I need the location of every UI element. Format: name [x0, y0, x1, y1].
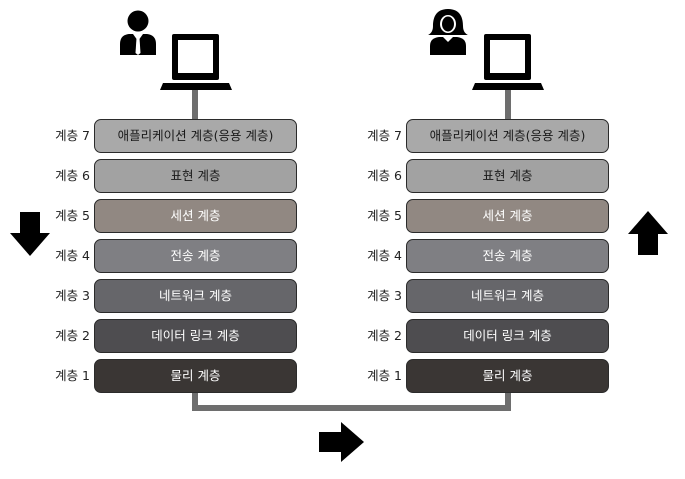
layer-number-label: 계층 6 [55, 168, 90, 183]
man-user-icon [120, 10, 156, 55]
layer-number-label: 계층 3 [367, 288, 402, 303]
layer-box: 애플리케이션 계층(응용 계층) [94, 119, 297, 153]
layer-number-label: 계층 5 [55, 208, 90, 223]
layer-box: 세션 계층 [406, 199, 609, 233]
layer-box: 전송 계층 [94, 239, 297, 273]
layer-number-label: 계층 1 [367, 368, 402, 383]
layer-number-label: 계층 6 [367, 168, 402, 183]
layer-number-label: 계층 2 [367, 328, 402, 343]
layer-box: 표현 계층 [94, 159, 297, 193]
sender-laptop-icon [160, 34, 232, 90]
receiver-laptop-icon [472, 34, 544, 90]
layer-number-label: 계층 7 [55, 128, 90, 143]
layer-box: 네트워크 계층 [94, 279, 297, 313]
physical-link-cable [192, 392, 511, 411]
arrow-right-icon [319, 422, 364, 462]
layer-number-label: 계층 4 [367, 248, 402, 263]
layer-number-label: 계층 3 [55, 288, 90, 303]
layer-box: 애플리케이션 계층(응용 계층) [406, 119, 609, 153]
layer-box: 데이터 링크 계층 [406, 319, 609, 353]
layer-box: 전송 계층 [406, 239, 609, 273]
layer-number-label: 계층 5 [367, 208, 402, 223]
arrow-down-icon [10, 212, 50, 256]
arrow-up-icon [628, 211, 668, 255]
layer-number-label: 계층 7 [367, 128, 402, 143]
layer-box: 네트워크 계층 [406, 279, 609, 313]
woman-user-icon [428, 9, 468, 55]
layer-box: 물리 계층 [94, 359, 297, 393]
layer-number-label: 계층 2 [55, 328, 90, 343]
layer-box: 세션 계층 [94, 199, 297, 233]
layer-box: 데이터 링크 계층 [94, 319, 297, 353]
layer-box: 물리 계층 [406, 359, 609, 393]
layer-number-label: 계층 4 [55, 248, 90, 263]
layer-box: 표현 계층 [406, 159, 609, 193]
layer-number-label: 계층 1 [55, 368, 90, 383]
